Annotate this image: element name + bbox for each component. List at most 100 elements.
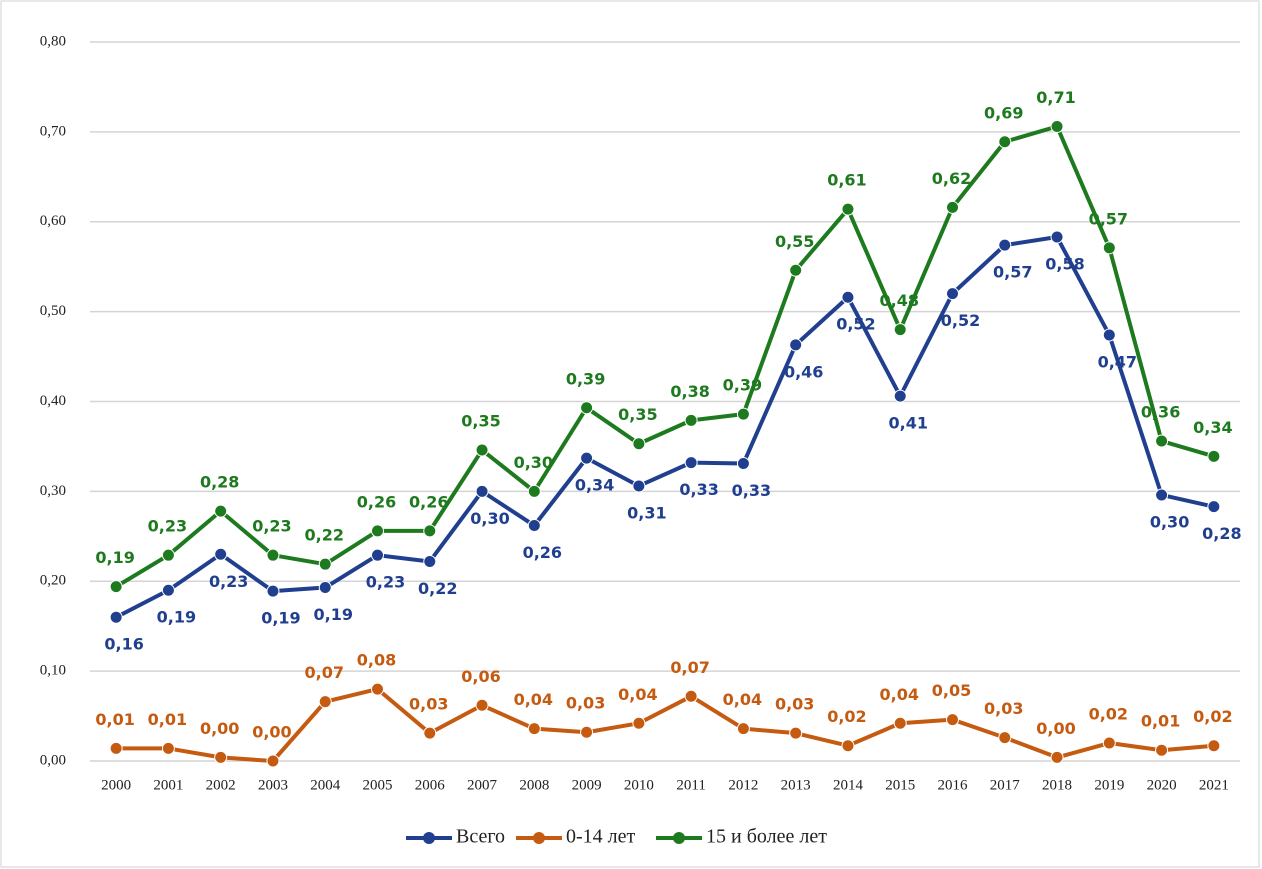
series-line	[115, 124, 1215, 589]
data-label: 0,00	[200, 719, 239, 738]
data-label: 0,38	[670, 382, 709, 401]
data-point	[946, 713, 959, 727]
data-label: 0,28	[200, 473, 239, 492]
data-point	[632, 437, 646, 451]
legend-marker	[423, 832, 435, 844]
data-label: 0,28	[1202, 524, 1241, 543]
data-label: 0,57	[1089, 209, 1128, 228]
x-tick-label: 2000	[101, 777, 131, 793]
data-label: 0,31	[627, 503, 666, 522]
data-point	[580, 451, 594, 465]
data-point	[632, 716, 646, 730]
data-label: 0,26	[409, 492, 448, 511]
data-point	[580, 725, 594, 739]
data-label: 0,48	[879, 291, 918, 310]
data-point	[736, 722, 750, 736]
data-point	[266, 548, 280, 562]
data-label: 0,71	[1036, 88, 1075, 107]
y-tick-label: 0,10	[40, 663, 66, 679]
data-point	[214, 547, 228, 561]
y-tick-label: 0,40	[40, 393, 66, 409]
data-point	[423, 726, 437, 740]
data-point	[1207, 739, 1221, 753]
y-tick-label: 0,30	[40, 483, 66, 499]
data-label: 0,03	[566, 694, 605, 713]
data-label: 0,22	[418, 579, 457, 598]
data-point	[946, 287, 959, 301]
data-label: 0,39	[566, 369, 605, 388]
x-tick-label: 2019	[1094, 777, 1124, 793]
data-label: 0,33	[732, 481, 771, 500]
data-point	[1050, 119, 1064, 133]
legend-label: Всего	[456, 826, 505, 848]
x-tick-label: 2015	[885, 777, 915, 793]
data-point	[684, 456, 698, 470]
y-tick-label: 0,70	[40, 123, 66, 139]
series-line	[116, 687, 1215, 763]
data-point	[214, 750, 228, 764]
x-tick-label: 2021	[1199, 777, 1229, 793]
series-line	[115, 235, 1215, 619]
data-point	[423, 554, 437, 568]
y-tick-label: 0,00	[40, 752, 66, 768]
data-point	[998, 135, 1012, 149]
data-label: 0,41	[888, 414, 927, 433]
data-label: 0,52	[836, 315, 875, 334]
data-point	[789, 726, 803, 740]
data-point	[1102, 736, 1116, 750]
data-label: 0,04	[879, 685, 918, 704]
data-point	[475, 484, 489, 498]
data-label: 0,36	[1141, 403, 1180, 422]
data-label: 0,30	[514, 453, 553, 472]
data-point	[736, 407, 750, 421]
data-label: 0,46	[784, 362, 823, 381]
x-tick-label: 2006	[415, 777, 446, 793]
data-point	[684, 689, 698, 703]
data-label: 0,03	[775, 695, 814, 714]
y-tick-label: 0,50	[40, 303, 66, 319]
data-label: 0,62	[932, 169, 971, 188]
data-label: 0,01	[1141, 712, 1180, 731]
y-tick-label: 0,60	[40, 213, 66, 229]
data-point	[1050, 750, 1064, 764]
data-point	[318, 695, 332, 709]
data-point	[841, 202, 855, 216]
data-point	[684, 413, 698, 427]
data-point	[371, 524, 384, 538]
data-point	[109, 610, 123, 624]
data-label: 0,19	[157, 608, 196, 627]
data-point	[789, 338, 803, 352]
data-point	[841, 290, 855, 304]
data-label: 0,33	[679, 480, 718, 499]
data-label: 0,23	[148, 517, 187, 536]
data-point	[527, 484, 541, 498]
x-tick-label: 2014	[833, 777, 864, 793]
data-point	[1207, 500, 1221, 514]
x-tick-label: 2009	[572, 777, 602, 793]
data-point	[946, 200, 959, 214]
data-label: 0,04	[514, 690, 553, 709]
data-label: 0,34	[1193, 418, 1232, 437]
data-point	[1155, 434, 1169, 448]
x-tick-label: 2018	[1042, 777, 1072, 793]
data-point	[109, 580, 123, 594]
data-point	[841, 739, 855, 753]
data-label: 0,00	[1036, 719, 1075, 738]
data-point	[1102, 328, 1116, 342]
data-label: 0,58	[1045, 255, 1084, 274]
data-point	[998, 731, 1012, 745]
data-label: 0,01	[95, 710, 134, 729]
legend-marker	[673, 832, 685, 844]
data-label: 0,16	[104, 635, 143, 654]
data-label: 0,02	[1089, 705, 1128, 724]
x-tick-label: 2004	[310, 777, 341, 793]
data-label: 0,35	[618, 405, 657, 424]
data-point	[318, 557, 332, 571]
data-point	[1207, 449, 1221, 463]
data-point	[475, 698, 489, 712]
data-label: 0,03	[409, 695, 448, 714]
legend-label: 15 и более лет	[706, 826, 827, 848]
data-label: 0,34	[575, 476, 614, 495]
data-label: 0,23	[252, 517, 291, 536]
